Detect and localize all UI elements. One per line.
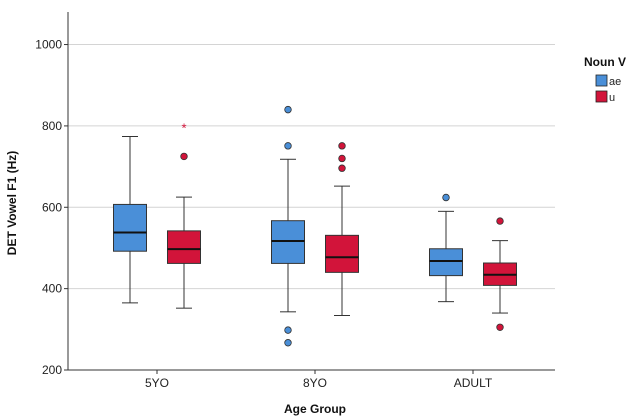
box-ae-8yo [271,105,305,347]
y-tick-label: 800 [42,119,62,133]
x-tick-label: 5YO [145,376,169,390]
outlier-point [284,326,292,334]
x-tick-label: 8YO [303,376,327,390]
outlier-point [338,142,346,150]
legend-swatch-u [595,90,608,103]
y-tick-label: 1000 [35,38,62,52]
x-tick-label: ADULT [454,376,493,390]
outlier-point [284,105,292,114]
iqr-box [325,234,359,273]
box-u-5yo: * [167,121,201,309]
outlier-point [284,339,292,347]
outlier-point [496,217,504,225]
box-ae-5yo [113,135,147,304]
box-u-adult [483,217,517,331]
legend: Noun V ae u [584,55,626,104]
iqr-box [113,203,147,252]
y-tick-label: 600 [42,200,62,214]
outlier-point [338,154,346,163]
outlier-point [442,193,450,202]
iqr-box [167,230,201,264]
y-tick-label: 400 [42,282,62,296]
box-ae-adult [429,193,463,303]
legend-label-u: u [609,92,615,104]
y-axis-ticks: 200 400 600 800 1000 [35,38,68,377]
outlier-point [180,152,188,161]
x-axis-title: Age Group [284,402,346,416]
box-series: * [113,105,517,347]
outlier-point [284,142,292,150]
iqr-box [271,220,305,264]
y-axis-title: DET Vowel F1 (Hz) [5,151,19,255]
y-tick-label: 200 [42,363,62,377]
extreme-point: * [181,121,186,136]
axes [67,12,555,371]
legend-label-ae: ae [609,76,621,88]
legend-title: Noun V [584,55,626,69]
legend-swatch-ae [595,74,608,87]
x-axis-ticks: 5YO 8YO ADULT [145,370,493,390]
gridlines [68,44,555,290]
iqr-box [429,248,463,277]
outlier-point [496,323,504,331]
outlier-point [338,164,346,172]
box-u-8yo [325,142,359,316]
